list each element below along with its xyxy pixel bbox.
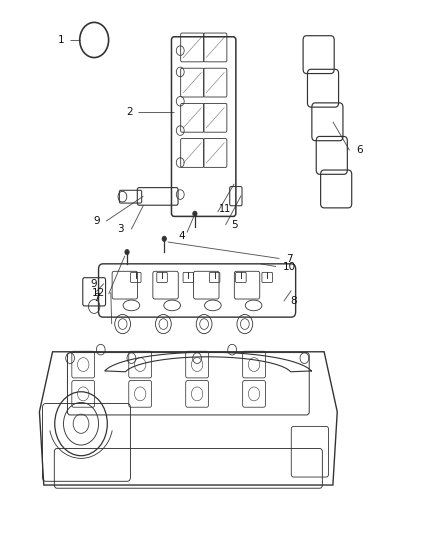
Text: 7: 7 bbox=[93, 294, 100, 303]
Circle shape bbox=[125, 249, 129, 255]
Circle shape bbox=[162, 236, 166, 241]
Text: 1: 1 bbox=[58, 35, 65, 45]
Text: 7: 7 bbox=[286, 254, 293, 263]
Text: 8: 8 bbox=[290, 296, 297, 306]
Text: 6: 6 bbox=[356, 146, 363, 155]
Text: 9: 9 bbox=[93, 216, 100, 226]
Text: 11: 11 bbox=[219, 205, 232, 214]
Text: 5: 5 bbox=[231, 220, 238, 230]
Text: 4: 4 bbox=[178, 231, 185, 240]
Text: 2: 2 bbox=[126, 107, 133, 117]
Text: 3: 3 bbox=[117, 224, 124, 234]
Text: 10: 10 bbox=[283, 262, 296, 271]
Text: 9: 9 bbox=[91, 279, 98, 288]
Text: 12: 12 bbox=[92, 288, 105, 298]
Circle shape bbox=[193, 211, 197, 216]
